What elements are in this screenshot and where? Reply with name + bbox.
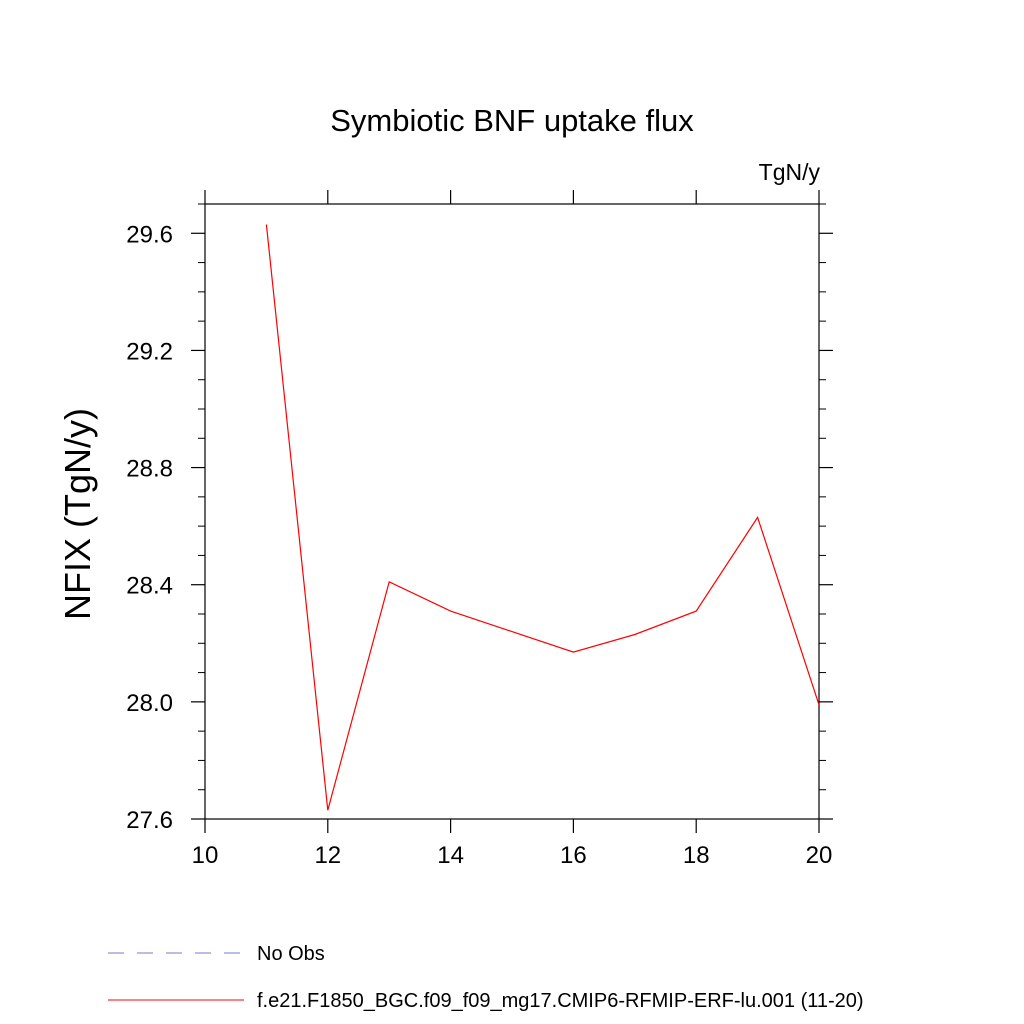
chart-title: Symbiotic BNF uptake flux [330,103,694,138]
units-label: TgN/y [759,159,821,185]
y-tick-label: 29.6 [126,221,173,248]
legend-label: f.e21.F1850_BGC.f09_f09_mg17.CMIP6-RFMIP… [257,990,864,1012]
y-tick-label: 28.4 [126,573,173,600]
x-tick-label: 12 [314,842,341,869]
x-tick-label: 20 [806,842,833,869]
x-tick-label: 18 [683,842,710,869]
y-tick-label: 28.0 [126,690,173,717]
axes: 10 12 14 16 18 20 27.6 28.0 28.4 28.8 29.2 29.6 [126,190,833,869]
plot-frame [204,203,820,820]
y-axis-label: NFIX (TgN/y) [57,408,98,620]
x-tick-label: 16 [560,842,587,869]
y-tick-label: 27.6 [126,807,173,834]
legend: No Obs f.e21.F1850_BGC.f09_f09_mg17.CMIP6… [108,943,864,1012]
x-tick-label: 10 [192,842,219,869]
series-line [265,224,820,811]
y-tick-label: 29.2 [126,338,173,365]
legend-label: No Obs [257,943,325,965]
x-tick-label: 14 [437,842,464,869]
series-layer [265,224,820,811]
y-tick-label: 28.8 [126,456,173,483]
